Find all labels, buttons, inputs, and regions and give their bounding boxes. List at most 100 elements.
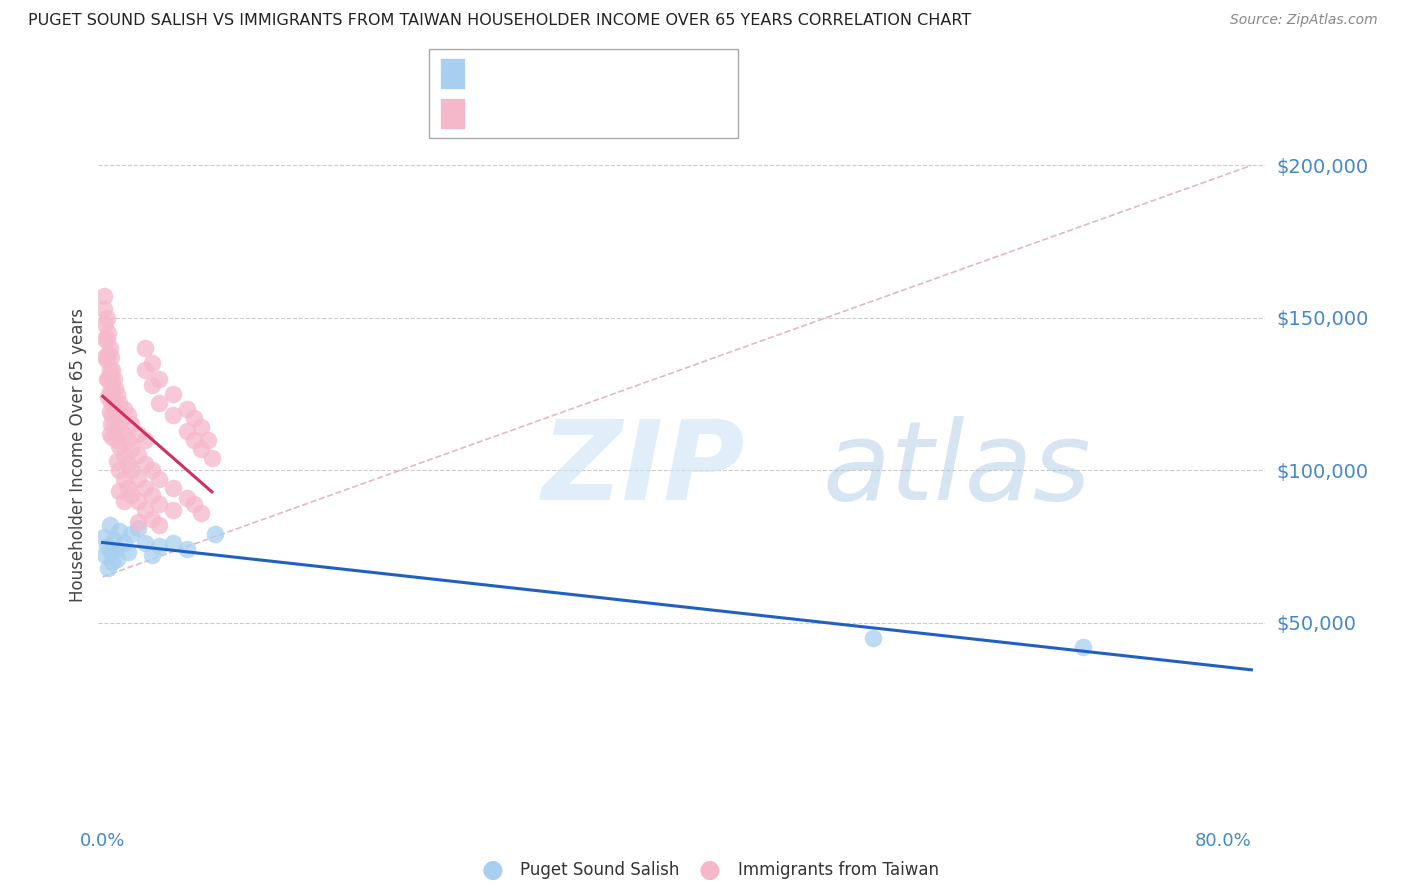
Point xyxy=(94,549,117,563)
Point xyxy=(117,433,139,447)
Point xyxy=(98,426,121,441)
Point xyxy=(98,384,121,398)
Point xyxy=(101,362,124,376)
Point xyxy=(108,463,131,477)
Point xyxy=(176,402,198,417)
Point xyxy=(117,482,139,496)
Point xyxy=(105,551,128,566)
Point xyxy=(141,377,163,392)
Point xyxy=(176,542,198,557)
Point xyxy=(120,463,142,477)
Point xyxy=(104,542,127,557)
Point xyxy=(100,545,122,559)
Point xyxy=(183,497,205,511)
Point xyxy=(141,356,163,371)
Point xyxy=(108,439,131,453)
Point xyxy=(204,527,226,541)
Point xyxy=(98,405,121,419)
Point xyxy=(148,497,170,511)
Point xyxy=(108,396,131,410)
Point xyxy=(96,310,118,325)
Point xyxy=(93,301,115,316)
Point xyxy=(103,533,125,548)
Point xyxy=(134,341,156,355)
Point xyxy=(190,420,212,434)
Point xyxy=(134,482,156,496)
Point xyxy=(120,442,142,456)
Point xyxy=(103,372,125,386)
Point xyxy=(96,539,118,553)
Point xyxy=(134,503,156,517)
Point xyxy=(134,362,156,376)
Point xyxy=(183,433,205,447)
Point xyxy=(117,409,139,423)
Text: Puget Sound Salish: Puget Sound Salish xyxy=(520,861,679,879)
Point xyxy=(98,518,121,533)
Text: R = -0.446   N = 23: R = -0.446 N = 23 xyxy=(474,64,665,82)
Point xyxy=(148,518,170,533)
Text: ●: ● xyxy=(699,858,721,881)
Point xyxy=(93,530,115,544)
Point xyxy=(127,515,149,529)
Text: Source: ZipAtlas.com: Source: ZipAtlas.com xyxy=(1230,13,1378,28)
Point xyxy=(103,396,125,410)
Point xyxy=(105,409,128,423)
Point xyxy=(100,351,122,365)
Text: ZIP: ZIP xyxy=(541,416,745,523)
Point xyxy=(108,417,131,432)
Point xyxy=(190,442,212,456)
Point xyxy=(112,493,135,508)
Point xyxy=(162,536,184,550)
Point xyxy=(141,487,163,501)
Point xyxy=(97,390,120,404)
Point xyxy=(141,549,163,563)
Point xyxy=(94,351,117,365)
Point xyxy=(100,417,122,432)
Point xyxy=(162,503,184,517)
Point xyxy=(105,454,128,468)
Point xyxy=(127,521,149,535)
Point xyxy=(100,396,122,410)
Point xyxy=(104,381,127,395)
Point xyxy=(183,411,205,425)
Point xyxy=(97,326,120,340)
Point xyxy=(120,417,142,432)
Point xyxy=(162,482,184,496)
Point xyxy=(112,472,135,486)
Point xyxy=(148,539,170,553)
Point xyxy=(162,409,184,423)
Point xyxy=(101,555,124,569)
Point xyxy=(127,426,149,441)
Text: PUGET SOUND SALISH VS IMMIGRANTS FROM TAIWAN HOUSEHOLDER INCOME OVER 65 YEARS CO: PUGET SOUND SALISH VS IMMIGRANTS FROM TA… xyxy=(28,13,972,29)
Point xyxy=(112,426,135,441)
Point xyxy=(105,433,128,447)
Point xyxy=(201,450,224,465)
Point xyxy=(96,372,118,386)
Point xyxy=(108,524,131,538)
Point xyxy=(101,384,124,398)
Point xyxy=(127,472,149,486)
Text: Immigrants from Taiwan: Immigrants from Taiwan xyxy=(738,861,939,879)
Point xyxy=(120,487,142,501)
Point xyxy=(94,332,117,346)
Point xyxy=(93,289,115,303)
Point xyxy=(98,362,121,376)
Point xyxy=(104,426,127,441)
Point xyxy=(176,491,198,505)
Point xyxy=(141,512,163,526)
Point xyxy=(134,433,156,447)
Point xyxy=(862,631,884,645)
Point xyxy=(148,472,170,486)
Point xyxy=(117,457,139,471)
Point xyxy=(197,433,219,447)
Point xyxy=(97,560,120,574)
Point xyxy=(1071,640,1094,654)
Text: atlas: atlas xyxy=(823,416,1091,523)
Point xyxy=(103,417,125,432)
Point xyxy=(100,372,122,386)
Point xyxy=(162,387,184,401)
Point xyxy=(97,347,120,361)
Point xyxy=(108,484,131,499)
Point xyxy=(105,387,128,401)
Point xyxy=(101,409,124,423)
